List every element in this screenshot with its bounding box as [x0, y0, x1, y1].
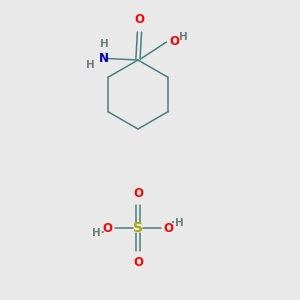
Text: O: O	[133, 256, 143, 269]
Text: H: H	[100, 40, 109, 50]
Text: H·: H·	[92, 228, 105, 239]
Text: O: O	[169, 35, 179, 49]
Text: O: O	[133, 187, 143, 200]
Text: S: S	[133, 221, 143, 235]
Text: O: O	[103, 221, 112, 235]
Text: H: H	[86, 59, 94, 70]
Text: H: H	[179, 32, 188, 42]
Text: ·H: ·H	[171, 218, 184, 228]
Text: O: O	[164, 221, 173, 235]
Text: N: N	[98, 52, 109, 65]
Text: O: O	[134, 13, 145, 26]
